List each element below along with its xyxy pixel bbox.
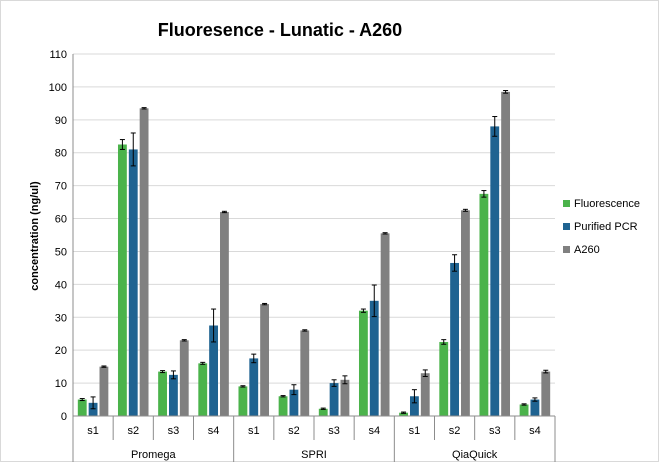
bar: [209, 325, 219, 416]
bar: [329, 383, 339, 416]
bar: [479, 193, 489, 416]
bar: [77, 399, 87, 416]
x-tick-label: s2: [288, 425, 300, 437]
legend-swatch: [563, 223, 570, 230]
x-tick-label: s1: [248, 425, 260, 437]
y-tick-label: 70: [55, 181, 67, 193]
group-label: QiaQuick: [452, 449, 498, 461]
y-tick-label: 50: [55, 246, 67, 258]
bar: [450, 262, 460, 416]
gridlines: [73, 53, 555, 384]
bar: [249, 358, 259, 416]
x-tick-label: s4: [529, 425, 541, 437]
bar: [117, 144, 127, 416]
y-tick-label: 30: [55, 312, 67, 324]
y-tick-label: 40: [55, 279, 67, 291]
bar: [278, 396, 288, 416]
group-label: SPRI: [301, 449, 327, 461]
bar: [168, 374, 178, 416]
bar: [179, 340, 189, 416]
bar: [439, 341, 449, 416]
bar: [369, 300, 379, 416]
bar: [300, 330, 310, 416]
bar: [260, 304, 270, 416]
x-tick-label: s3: [489, 425, 501, 437]
y-tick-label: 60: [55, 214, 67, 226]
y-tick-label: 80: [55, 148, 67, 160]
x-tick-label: s3: [168, 425, 180, 437]
y-tick-label: 90: [55, 115, 67, 127]
legend-label: Purified PCR: [574, 221, 638, 233]
bar: [340, 379, 350, 416]
legend-swatch: [563, 200, 570, 207]
x-tick-label: s3: [328, 425, 340, 437]
bar: [530, 399, 540, 416]
bar: [128, 149, 138, 416]
bar: [501, 91, 511, 416]
bar: [490, 126, 500, 417]
y-tick-label: 0: [61, 411, 67, 423]
bar: [220, 211, 229, 416]
y-tick-label: 110: [49, 49, 67, 61]
legend-swatch: [563, 246, 570, 253]
x-tick-label: s4: [208, 425, 220, 437]
bar: [198, 363, 208, 416]
y-tick-label: 10: [55, 378, 67, 390]
chart-title: Fluoresence - Lunatic - A260: [158, 20, 402, 40]
bar: [99, 366, 109, 416]
axes: 0 10 20 30 40 50 60 70 80 90 100 110 s1 s2 s3 s4 Promega…: [49, 49, 556, 462]
x-tick-label: s4: [368, 425, 380, 437]
bar: [358, 310, 368, 416]
y-tick-label: 20: [55, 345, 67, 357]
bar: [158, 371, 167, 416]
legend-label: A260: [574, 244, 600, 256]
bars: [77, 90, 551, 417]
bar: [238, 386, 248, 416]
x-tick-label: s2: [449, 425, 461, 437]
bar: [318, 408, 328, 416]
bar: [88, 402, 98, 416]
x-tick-label: s1: [409, 425, 421, 437]
bar: [139, 108, 149, 417]
bar: [420, 373, 430, 416]
y-tick-label: 100: [49, 82, 67, 94]
x-tick-label: s1: [87, 425, 99, 437]
bar: [519, 404, 529, 416]
x-tick-label: s2: [127, 425, 139, 437]
group-label: Promega: [131, 449, 177, 461]
bar: [289, 389, 299, 416]
bar: [461, 210, 470, 416]
legend: Fluorescence Purified PCR A260: [563, 198, 640, 256]
bar: [380, 233, 390, 416]
bar: [541, 371, 551, 416]
y-axis-label: concentration (ng/ul): [29, 181, 41, 291]
legend-label: Fluorescence: [574, 198, 640, 210]
bar: [399, 412, 408, 416]
bar: [409, 396, 419, 416]
